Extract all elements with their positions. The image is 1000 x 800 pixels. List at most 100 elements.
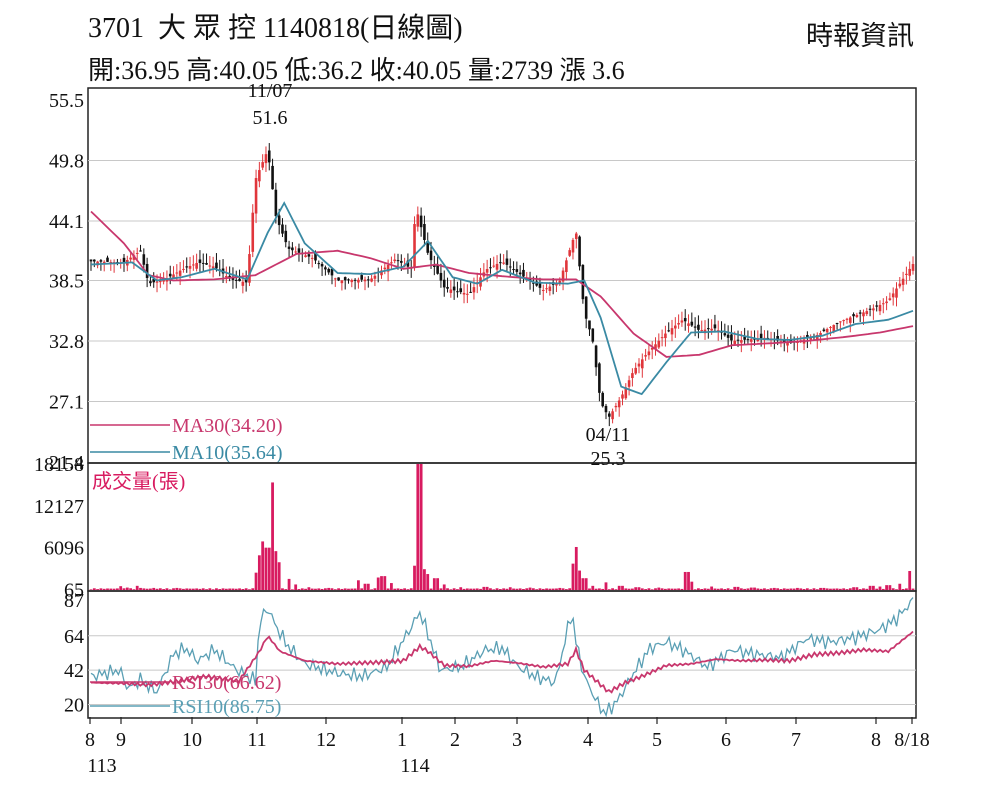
volume-bar: [607, 589, 611, 590]
volume-bar: [456, 589, 459, 590]
x-tick-label: 8: [871, 729, 881, 751]
candle-body: [568, 250, 571, 256]
x-tick-label: 1: [397, 729, 407, 751]
x-year-label: 114: [400, 755, 429, 777]
volume-bar: [852, 587, 855, 590]
volume-bar: [551, 588, 555, 590]
volume-bar: [185, 588, 189, 590]
volume-bar: [231, 588, 235, 590]
volume-bar: [205, 589, 208, 590]
candle-body: [188, 265, 192, 269]
x-year-label: 113: [87, 755, 116, 777]
candle-body: [677, 323, 680, 325]
volume-bar: [337, 588, 340, 590]
volume-bar: [423, 569, 426, 590]
rsi-panel-frame: [87, 590, 917, 719]
price-candles: [89, 143, 915, 427]
candle-body: [135, 252, 139, 254]
rsi30-legend-label: RSI30(66.62): [172, 672, 281, 694]
volume-bar: [706, 588, 710, 590]
candle-body: [155, 281, 159, 283]
candle-body: [185, 266, 189, 268]
candle-body: [825, 329, 829, 333]
candle-body: [139, 250, 142, 252]
volume-bar: [350, 588, 354, 590]
volume-tick-label: 65: [64, 580, 84, 602]
volume-bar: [201, 588, 205, 590]
volume-bar: [254, 572, 258, 590]
candle-body: [492, 265, 496, 267]
candle-body: [538, 283, 542, 288]
candle-body: [449, 289, 453, 293]
volume-bar: [495, 588, 499, 590]
volume-bar: [697, 588, 700, 590]
candle-body: [740, 340, 743, 343]
candle-body: [152, 278, 156, 283]
candle-body: [149, 281, 152, 284]
candle-body: [868, 308, 872, 310]
volume-bar: [449, 589, 453, 590]
candle-body: [205, 262, 208, 265]
price-tick-label: 32.8: [49, 331, 84, 353]
ma10-line: [90, 201, 914, 396]
volume-bar: [294, 584, 298, 590]
candle-body: [885, 301, 888, 304]
volume-bar: [769, 588, 773, 590]
volume-bar: [469, 588, 473, 590]
volume-bar: [815, 589, 819, 590]
volume-bar: [763, 588, 766, 590]
volume-bar: [191, 588, 195, 590]
volume-bar: [591, 585, 595, 590]
volume-bar: [343, 588, 347, 590]
volume-bar: [251, 588, 255, 590]
candle-body: [211, 266, 215, 269]
candle-body: [690, 321, 694, 326]
candle-body: [881, 303, 885, 305]
candle-body: [862, 312, 865, 317]
volume-bar: [766, 589, 770, 590]
candle-body: [350, 280, 354, 283]
candle-body: [324, 267, 327, 270]
volume-bar: [809, 589, 813, 590]
candle-body: [287, 246, 291, 249]
candle-body: [674, 325, 677, 329]
candle-body: [832, 325, 836, 332]
volume-bar: [522, 588, 525, 590]
volume-panel: 18158 12127 6096 65 成交量(張): [34, 454, 917, 602]
candle-body: [439, 272, 443, 281]
candle-body: [304, 255, 307, 258]
volume-bar: [396, 588, 400, 590]
volume-bar: [416, 464, 420, 590]
volume-bar: [888, 585, 892, 590]
volume-bar: [360, 588, 364, 590]
candle-body: [413, 224, 416, 268]
candle-body: [195, 262, 198, 269]
candle-body: [436, 265, 439, 274]
volume-bar: [555, 588, 558, 590]
volume-bar: [782, 588, 786, 590]
volume-bar: [277, 562, 281, 590]
volume-bar: [274, 551, 278, 590]
candle-body: [835, 323, 839, 325]
candle-body: [406, 260, 410, 267]
volume-bar: [802, 588, 806, 590]
volume-bar: [786, 588, 789, 590]
x-tick-label: 8/18: [894, 729, 930, 751]
volume-bar: [597, 588, 601, 590]
price-tick-label: 44.1: [49, 211, 84, 233]
volume-bar: [835, 588, 839, 590]
volume-bar: [759, 588, 763, 590]
candle-body: [911, 264, 915, 271]
candle-body: [254, 178, 258, 214]
volume-bar: [746, 588, 750, 590]
volume-bar: [498, 589, 502, 590]
rsi10-line: [90, 597, 914, 718]
volume-bar: [92, 588, 96, 590]
candle-body: [347, 279, 350, 281]
candle-body: [617, 400, 621, 408]
volume-bar: [297, 589, 301, 590]
volume-bar: [224, 588, 228, 590]
volume-bar: [548, 588, 552, 590]
